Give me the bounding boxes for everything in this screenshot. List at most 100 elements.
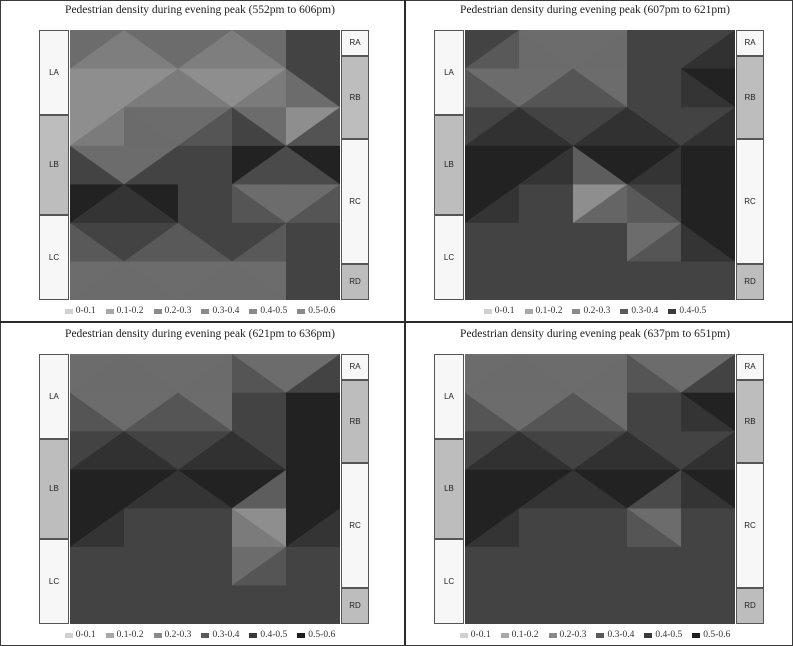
density-facet xyxy=(627,68,681,108)
legend-label: 0.1-0.2 xyxy=(116,306,144,316)
legend-label: 0-0.1 xyxy=(75,306,96,316)
density-facet xyxy=(124,261,178,300)
zone-ra: RA xyxy=(341,354,369,380)
density-facet xyxy=(232,222,286,262)
density-facet xyxy=(627,431,681,470)
density-facet xyxy=(573,469,627,509)
density-facet xyxy=(573,431,627,470)
legend-swatch xyxy=(105,308,114,314)
zone-ra: RA xyxy=(736,30,764,56)
legend-swatch xyxy=(249,632,258,638)
density-facet xyxy=(681,392,735,432)
density-facet xyxy=(70,261,124,300)
zone-rc: RC xyxy=(736,463,764,588)
density-facet xyxy=(124,392,178,432)
legend-swatch xyxy=(692,632,701,638)
density-facet xyxy=(627,469,681,509)
panel-4: Pedestrian density during evening peak (… xyxy=(415,328,775,643)
zone-lb: LB xyxy=(39,115,69,215)
legend: 0-0.1 0.1-0.2 0.2-0.3 0.3-0.4 0.4-0.5 xyxy=(415,306,775,316)
density-facet xyxy=(519,431,573,470)
density-facet xyxy=(124,222,178,262)
density-facet xyxy=(70,392,124,432)
density-facet xyxy=(465,222,519,262)
density-facet xyxy=(573,68,627,108)
zone-rb: RB xyxy=(736,55,764,140)
density-facet xyxy=(681,145,735,185)
zone-ra: RA xyxy=(736,354,764,380)
legend-label: 0.5-0.6 xyxy=(703,630,731,640)
density-facet xyxy=(286,145,340,185)
density-facet xyxy=(573,107,627,146)
zone-rb: RB xyxy=(341,55,369,140)
zone-rb: RB xyxy=(341,379,369,464)
density-facet xyxy=(627,30,681,69)
legend-label: 0.4-0.5 xyxy=(655,630,683,640)
density-facet xyxy=(573,222,627,262)
zone-rd: RD xyxy=(341,263,369,300)
legend-swatch xyxy=(524,308,533,314)
density-facet xyxy=(70,145,124,185)
legend-swatch xyxy=(105,632,114,638)
density-facet xyxy=(681,469,735,509)
density-facet xyxy=(178,68,232,108)
density-facet xyxy=(681,68,735,108)
density-facet xyxy=(178,107,232,146)
zone-lb: LB xyxy=(434,439,464,539)
legend-label: 0.5-0.6 xyxy=(308,630,336,640)
density-facet xyxy=(519,68,573,108)
legend-swatch xyxy=(644,632,653,638)
chart-title: Pedestrian density during evening peak (… xyxy=(65,4,335,16)
legend-item: 0.5-0.6 xyxy=(297,306,335,316)
heatmap-area xyxy=(465,30,735,300)
legend-swatch xyxy=(596,632,605,638)
density-facet xyxy=(178,145,232,185)
density-facet xyxy=(232,30,286,69)
legend-swatch xyxy=(153,308,162,314)
zone-ra: RA xyxy=(341,30,369,56)
legend-swatch xyxy=(668,308,677,314)
density-facet xyxy=(573,145,627,185)
legend-swatch xyxy=(459,632,468,638)
density-facet xyxy=(286,392,340,432)
legend: 0-0.1 0.1-0.2 0.2-0.3 0.3-0.4 0.4-0.5 0.5-0.6 xyxy=(20,630,380,640)
density-facet xyxy=(178,30,232,69)
density-facet xyxy=(519,261,573,300)
legend-label: 0-0.1 xyxy=(494,306,515,316)
density-facet xyxy=(178,222,232,262)
legend-item: 0.4-0.5 xyxy=(249,306,287,316)
density-facet xyxy=(124,30,178,69)
panel-2: Pedestrian density during evening peak (… xyxy=(415,4,775,319)
legend-label: 0.4-0.5 xyxy=(260,630,288,640)
legend: 0-0.1 0.1-0.2 0.2-0.3 0.3-0.4 0.4-0.5 0.5-0.6 xyxy=(20,306,380,316)
density-facet xyxy=(286,469,340,509)
legend-label: 0.4-0.5 xyxy=(679,306,707,316)
density-facet xyxy=(124,184,178,223)
legend-label: 0.1-0.2 xyxy=(511,630,539,640)
density-facet xyxy=(681,261,735,300)
density-facet xyxy=(70,431,124,470)
density-facet xyxy=(519,392,573,432)
density-facet xyxy=(519,107,573,146)
legend-item: 0.4-0.5 xyxy=(249,630,287,640)
density-facet xyxy=(465,107,519,146)
zone-lb: LB xyxy=(39,439,69,539)
zone-la: LA xyxy=(39,354,69,440)
legend-item: 0.1-0.2 xyxy=(105,306,144,316)
legend-item: 0.2-0.3 xyxy=(572,306,610,316)
heatmap-area xyxy=(70,354,340,624)
density-facet xyxy=(286,68,340,108)
density-facet xyxy=(573,184,627,223)
legend-item: 0-0.1 xyxy=(64,306,96,316)
legend-item: 0.5-0.6 xyxy=(297,630,335,640)
density-facet xyxy=(70,469,124,509)
legend-label: 0.3-0.4 xyxy=(212,306,240,316)
density-facet xyxy=(681,222,735,262)
density-facet xyxy=(124,431,178,470)
density-facet xyxy=(465,30,519,69)
legend-label: 0.1-0.2 xyxy=(116,630,144,640)
heatmap-area xyxy=(465,354,735,624)
density-facet xyxy=(232,145,286,185)
legend-swatch xyxy=(201,308,210,314)
density-facet xyxy=(286,431,340,470)
